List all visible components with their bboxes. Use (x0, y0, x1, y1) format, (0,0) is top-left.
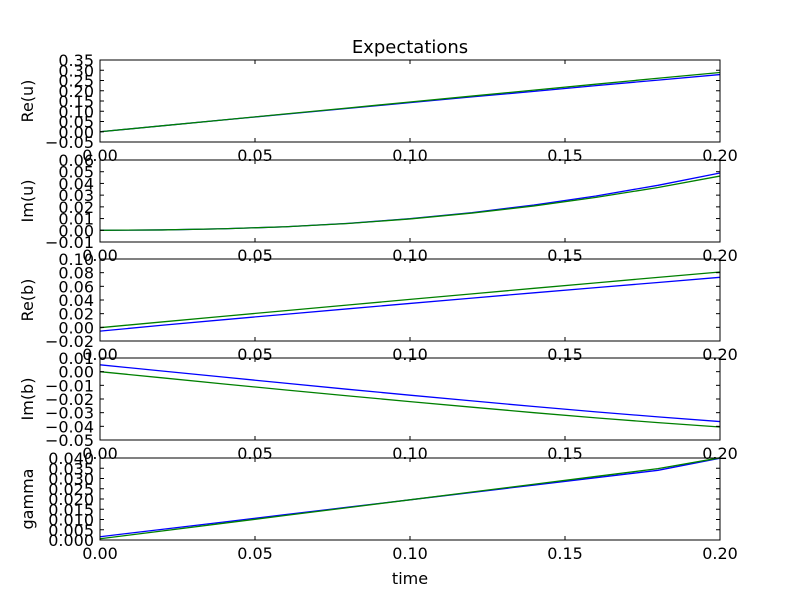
subplot-2: 0.00 0.05 0.10 0.15 0.20−0.010.000.010.020.0… (18, 151, 738, 265)
y-tick-label: 0.03 (58, 186, 94, 205)
y-tick-label: −0.02 (45, 390, 94, 409)
y-tick-label: 0.06 (58, 151, 94, 170)
series-line-2 (99, 371, 721, 428)
y-tick-label: 0.025 (48, 480, 94, 499)
x-tick-label: 0.10 (392, 544, 428, 563)
series-line-1 (99, 276, 721, 332)
y-tick-label: 0.05 (58, 113, 94, 132)
y-tick-label: 0.10 (58, 250, 94, 269)
y-tick-label: 0.05 (58, 163, 94, 182)
series-line-2 (99, 457, 721, 540)
x-tick-label: 0.05 (237, 345, 273, 364)
x-tick-label: 0.00 (82, 345, 118, 364)
y-tick-label: 0.040 (48, 449, 94, 468)
y-tick-label: 0.005 (48, 521, 94, 540)
series-line-2 (99, 71, 721, 133)
y-axis-label: Im(b) (18, 378, 37, 421)
y-tick-label: 0.02 (58, 198, 94, 217)
x-tick-label: 0.15 (547, 345, 583, 364)
y-tick-label: 0.15 (58, 92, 94, 111)
y-tick-label: 0.000 (48, 531, 94, 550)
x-tick-label: 0.10 (392, 345, 428, 364)
y-tick-label: 0.010 (48, 511, 94, 530)
y-tick-label: 0.01 (58, 349, 94, 368)
y-tick-label: 0.00 (58, 221, 94, 240)
y-tick-label: −0.03 (45, 404, 94, 423)
x-tick-label: 0.15 (547, 246, 583, 265)
y-tick-label: 0.00 (58, 363, 94, 382)
subplot-3: 0.00 0.05 0.10 0.15 0.20−0.020.000.020.040.0… (18, 250, 738, 364)
y-tick-label: 0.015 (48, 500, 94, 519)
y-tick-label: 0.35 (58, 51, 94, 70)
y-axis-label: Re(b) (18, 279, 37, 322)
y-tick-label: −0.05 (45, 431, 94, 450)
x-tick-label: 0.10 (392, 246, 428, 265)
series-line-2 (99, 175, 721, 231)
series-line-2 (99, 271, 721, 329)
y-tick-label: 0.25 (58, 72, 94, 91)
y-tick-label: 0.06 (58, 277, 94, 296)
y-tick-label: 0.030 (48, 470, 94, 489)
series-line-1 (99, 364, 721, 423)
subplots: 0.00 0.05 0.10 0.15 0.20−0.050.000.050.100.1… (18, 51, 738, 563)
chart-title: Expectations (352, 37, 468, 58)
x-axis-label: time (392, 569, 428, 588)
y-tick-label: 0.30 (58, 61, 94, 80)
y-tick-label: 0.00 (58, 123, 94, 142)
y-tick-label: 0.04 (58, 174, 94, 193)
x-tick-label: 0.05 (237, 246, 273, 265)
y-tick-label: −0.02 (45, 332, 94, 351)
y-axis-label: Im(u) (18, 180, 37, 223)
y-tick-label: −0.05 (45, 133, 94, 152)
y-tick-label: 0.20 (58, 82, 94, 101)
y-tick-label: 0.00 (58, 318, 94, 337)
x-tick-label: 0.20 (702, 246, 738, 265)
y-tick-label: 0.04 (58, 291, 94, 310)
x-tick-label: 0.00 (82, 544, 118, 563)
y-tick-label: 0.10 (58, 102, 94, 121)
x-tick-label: 0.20 (702, 544, 738, 563)
y-tick-label: −0.01 (45, 376, 94, 395)
y-tick-label: 0.02 (58, 305, 94, 324)
y-axis-label: Re(u) (18, 80, 37, 123)
y-tick-label: 0.01 (58, 210, 94, 229)
y-axis-label: gamma (18, 469, 37, 530)
x-tick-label: 0.15 (547, 544, 583, 563)
subplot-5: 0.00 0.05 0.10 0.15 0.20 0.0000.0050.0100.015… (18, 449, 738, 563)
y-tick-label: 0.08 (58, 264, 94, 283)
y-tick-label: 0.035 (48, 459, 94, 478)
x-tick-label: 0.05 (237, 544, 273, 563)
x-tick-label: 0.00 (82, 246, 118, 265)
y-tick-label: −0.04 (45, 417, 94, 436)
y-tick-label: −0.01 (45, 233, 94, 252)
y-tick-label: 0.020 (48, 490, 94, 509)
x-tick-label: 0.20 (702, 345, 738, 364)
